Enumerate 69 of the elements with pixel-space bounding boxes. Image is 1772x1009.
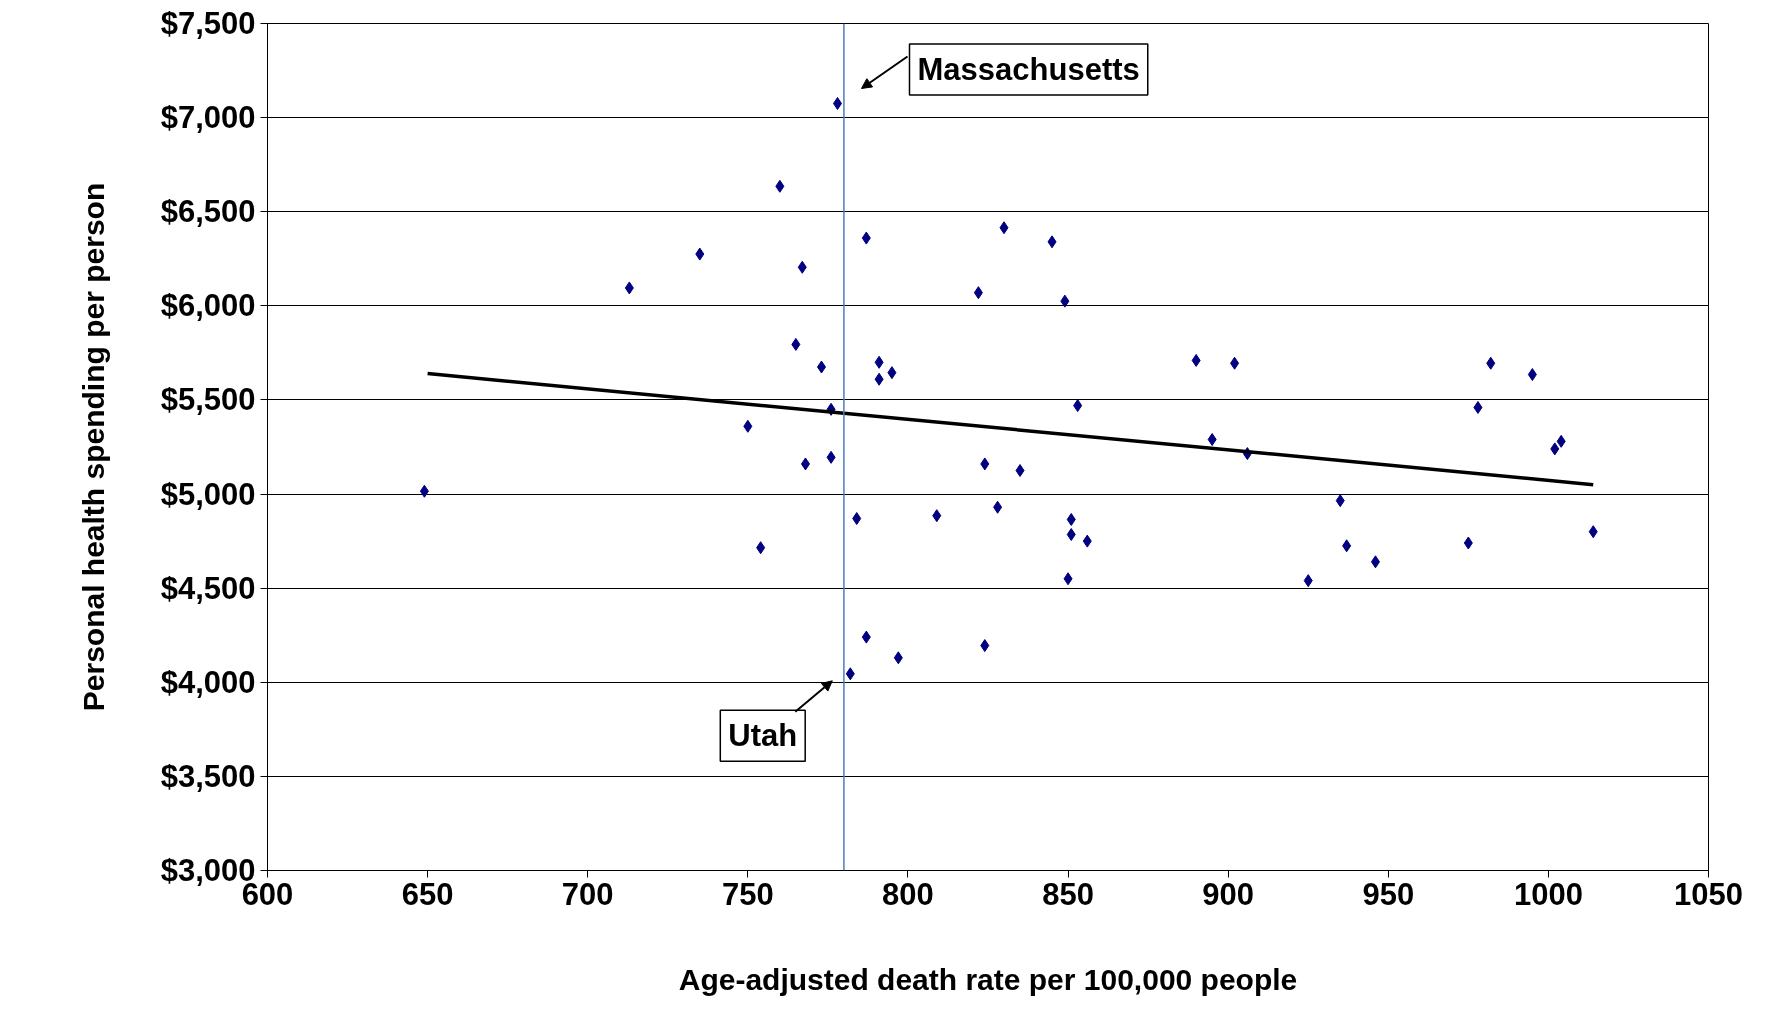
annotation: Utah — [728, 718, 798, 754]
point — [826, 450, 836, 464]
x-tick-label: 650 — [401, 876, 454, 912]
x-tick-label: 700 — [561, 876, 614, 912]
point — [1550, 442, 1560, 456]
y-tick-label: $4,000 — [160, 664, 256, 700]
x-tick-label: 850 — [1042, 876, 1094, 912]
point — [1207, 432, 1217, 446]
point — [800, 457, 810, 471]
point — [775, 179, 785, 193]
point — [861, 231, 871, 245]
point — [1066, 528, 1076, 542]
point — [874, 355, 884, 369]
point — [791, 337, 801, 351]
point — [1060, 294, 1070, 308]
point — [999, 221, 1009, 235]
y-tick-label: $6,000 — [160, 288, 256, 324]
x-axis-title: Age-adjusted death rate per 100,000 people — [678, 962, 1298, 996]
point — [852, 512, 862, 526]
point — [1588, 525, 1598, 539]
point — [1335, 494, 1345, 508]
x-tick-label: 900 — [1202, 876, 1255, 912]
point — [845, 667, 855, 681]
point — [756, 541, 766, 555]
x-tick-label: 800 — [882, 876, 934, 912]
y-tick-label: $3,500 — [160, 758, 256, 794]
point — [1047, 235, 1057, 249]
point — [973, 286, 983, 300]
point — [816, 360, 826, 374]
point — [1527, 368, 1537, 382]
y-tick-label: $5,000 — [160, 476, 256, 512]
point — [797, 260, 807, 274]
point — [874, 372, 884, 386]
point — [1191, 353, 1201, 367]
point — [1486, 356, 1496, 370]
point — [1066, 512, 1076, 526]
point — [1015, 464, 1025, 478]
point — [932, 509, 942, 523]
point — [1073, 399, 1083, 413]
x-tick-label: 750 — [721, 876, 774, 912]
x-tick-label: 1000 — [1513, 876, 1583, 912]
point — [1063, 572, 1073, 586]
point — [893, 651, 903, 665]
point — [980, 457, 990, 471]
y-tick-label: $7,000 — [160, 100, 256, 136]
point — [887, 366, 897, 380]
point — [861, 630, 871, 644]
point — [1342, 539, 1352, 553]
point — [1463, 536, 1473, 550]
y-tick-label: $5,500 — [160, 382, 256, 418]
y-tick-label: $7,500 — [160, 6, 256, 41]
point — [1082, 534, 1092, 548]
point — [980, 639, 990, 653]
point — [1370, 555, 1380, 569]
y-axis-title: Personal health spending per person — [76, 182, 110, 712]
point — [624, 281, 634, 295]
x-tick-label: 1050 — [1674, 876, 1743, 912]
point — [993, 500, 1003, 514]
point — [1473, 400, 1483, 414]
point — [695, 247, 705, 261]
x-tick-label: 950 — [1362, 876, 1415, 912]
y-tick-label: $4,500 — [160, 570, 256, 606]
point — [743, 419, 753, 433]
point — [1303, 574, 1313, 588]
y-tick-label: $6,500 — [160, 194, 256, 230]
point — [419, 484, 429, 498]
annotation: Massachusetts — [917, 51, 1140, 87]
point — [1556, 434, 1566, 448]
point — [1230, 356, 1240, 370]
